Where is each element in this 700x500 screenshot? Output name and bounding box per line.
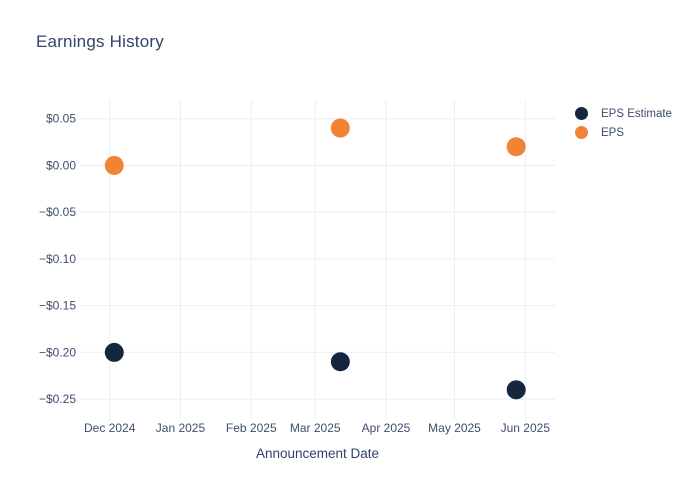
y-tick-label: −$0.10 [39, 252, 76, 266]
data-point-eps-estimate[interactable] [330, 352, 350, 372]
x-tick-label: Mar 2025 [290, 421, 341, 435]
x-tick-label: Apr 2025 [362, 421, 411, 435]
y-tick-label: −$0.20 [39, 345, 76, 359]
legend-item-eps[interactable]: EPS [575, 123, 672, 142]
legend-item-eps-estimate[interactable]: EPS Estimate [575, 104, 672, 123]
x-tick-label: Dec 2024 [84, 421, 136, 435]
x-tick-label: Feb 2025 [226, 421, 277, 435]
data-point-eps[interactable] [104, 155, 124, 175]
eps-marker-icon [575, 126, 588, 139]
chart-title: Earnings History [36, 32, 164, 51]
eps-estimate-marker-icon [575, 107, 588, 120]
x-axis-title: Announcement Date [255, 446, 380, 461]
data-point-eps-estimate[interactable] [506, 380, 526, 400]
legend-label-eps: EPS [601, 126, 625, 139]
data-point-eps[interactable] [506, 137, 526, 157]
data-point-eps[interactable] [330, 118, 350, 138]
legend: EPS Estimate EPS [575, 104, 672, 142]
y-tick-label: −$0.15 [39, 299, 76, 313]
y-tick-label: −$0.05 [39, 205, 76, 219]
x-tick-label: May 2025 [428, 421, 481, 435]
x-tick-label: Jan 2025 [156, 421, 206, 435]
data-point-eps-estimate[interactable] [104, 342, 124, 362]
x-tick-label: Jun 2025 [501, 421, 551, 435]
y-tick-label: $0.05 [46, 112, 76, 126]
y-tick-label: −$0.25 [39, 392, 76, 406]
y-tick-label: $0.00 [46, 158, 76, 172]
legend-label-eps-estimate: EPS Estimate [601, 107, 672, 120]
